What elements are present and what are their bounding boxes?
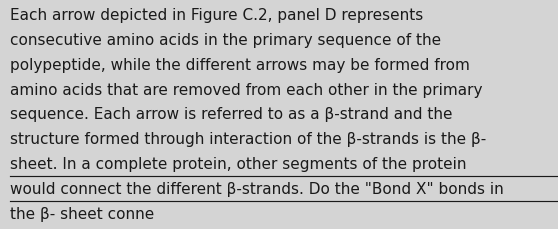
Text: would connect the different β-strands. Do the "Bond X" bonds in: would connect the different β-strands. D… (10, 181, 504, 196)
Text: consecutive amino acids in the primary sequence of the: consecutive amino acids in the primary s… (10, 33, 441, 48)
Text: sequence. Each arrow is referred to as a β-strand and the: sequence. Each arrow is referred to as a… (10, 107, 453, 122)
Text: the β- sheet conne: the β- sheet conne (10, 206, 155, 221)
Text: Each arrow depicted in Figure C.2, panel D represents: Each arrow depicted in Figure C.2, panel… (10, 8, 424, 23)
Text: amino acids that are removed from each other in the primary: amino acids that are removed from each o… (10, 82, 483, 97)
Text: polypeptide, while the different arrows may be formed from: polypeptide, while the different arrows … (10, 57, 470, 72)
Text: sheet. In a complete protein, other segments of the protein: sheet. In a complete protein, other segm… (10, 156, 466, 171)
Text: structure formed through interaction of the β-strands is the β-: structure formed through interaction of … (10, 132, 486, 147)
